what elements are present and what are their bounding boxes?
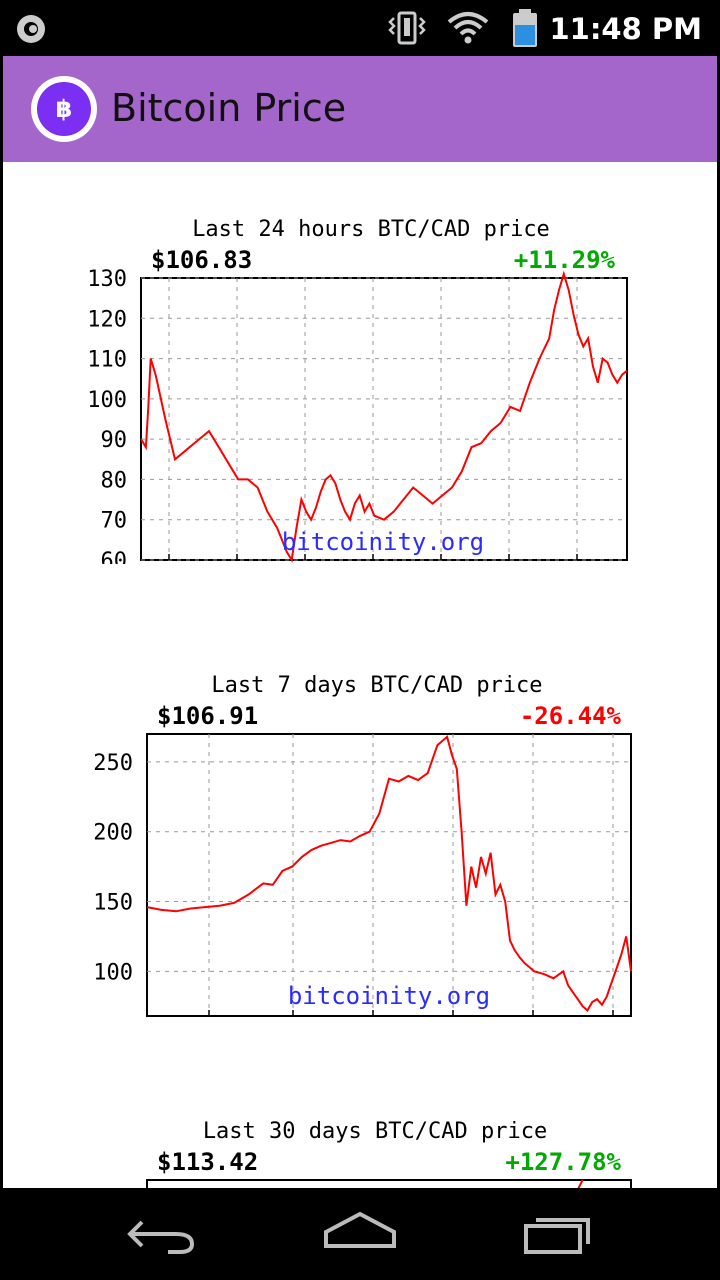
price-change: +127.78%: [505, 1148, 621, 1176]
y-tick-label: 60: [101, 549, 128, 564]
status-bar: 11:48 PM: [0, 0, 720, 56]
vibrate-icon: [386, 10, 428, 50]
y-tick-label: 100: [93, 960, 133, 985]
chart-title: Last 7 days BTC/CAD price: [211, 673, 542, 698]
wifi-icon: [446, 10, 490, 50]
price-line: [577, 1179, 584, 1188]
y-tick-label: 80: [101, 468, 128, 493]
battery-icon: [510, 8, 540, 52]
plot-frame: [146, 1179, 632, 1188]
current-price: $106.91: [157, 702, 258, 730]
y-tick-label: 150: [93, 891, 133, 916]
notification-icon: [14, 12, 48, 50]
watermark: bitcoinity.org: [288, 982, 490, 1010]
price-line: [146, 734, 632, 1012]
app-bar: ฿ Bitcoin Price: [3, 56, 717, 162]
chart-7d: Last 7 days BTC/CAD price $106.91 -26.44…: [3, 662, 717, 1022]
watermark: bitcoinity.org: [282, 528, 484, 556]
price-change: +11.29%: [514, 246, 616, 274]
y-tick-label: 250: [93, 751, 133, 776]
y-tick-label: 200: [93, 821, 133, 846]
price-line: [140, 270, 628, 563]
y-tick-label: 120: [87, 307, 127, 332]
chart-30d: Last 30 days BTC/CAD price $113.42 +127.…: [3, 1108, 717, 1188]
plot-frame: [140, 277, 628, 561]
home-icon[interactable]: [320, 1208, 400, 1264]
chart-24h: Last 24 hours BTC/CAD price $106.83 +11.…: [3, 204, 717, 564]
chart-list[interactable]: Last 24 hours BTC/CAD price $106.83 +11.…: [3, 162, 717, 1188]
navigation-bar: [0, 1188, 720, 1280]
app-title: Bitcoin Price: [111, 86, 347, 130]
y-tick-label: 130: [87, 267, 127, 292]
y-tick-label: 100: [87, 388, 127, 413]
y-tick-label: 110: [87, 348, 127, 373]
y-tick-label: 70: [101, 509, 128, 534]
chart-24h-svg: Last 24 hours BTC/CAD price $106.83 +11.…: [87, 217, 628, 564]
current-price: $113.42: [157, 1148, 258, 1176]
back-icon[interactable]: [124, 1208, 200, 1264]
current-price: $106.83: [151, 246, 252, 274]
chart-30d-svg: Last 30 days BTC/CAD price $113.42 +127.…: [146, 1119, 632, 1188]
chart-title: Last 30 days BTC/CAD price: [203, 1119, 547, 1144]
y-tick-label: 90: [101, 428, 128, 453]
chart-title: Last 24 hours BTC/CAD price: [192, 217, 550, 242]
price-change: -26.44%: [520, 702, 622, 730]
bitcoin-logo-icon: ฿: [31, 76, 97, 142]
bitcoin-symbol: ฿: [37, 82, 91, 136]
status-clock: 11:48 PM: [549, 12, 702, 46]
chart-7d-svg: Last 7 days BTC/CAD price $106.91 -26.44…: [93, 673, 632, 1017]
recent-apps-icon[interactable]: [520, 1208, 596, 1264]
